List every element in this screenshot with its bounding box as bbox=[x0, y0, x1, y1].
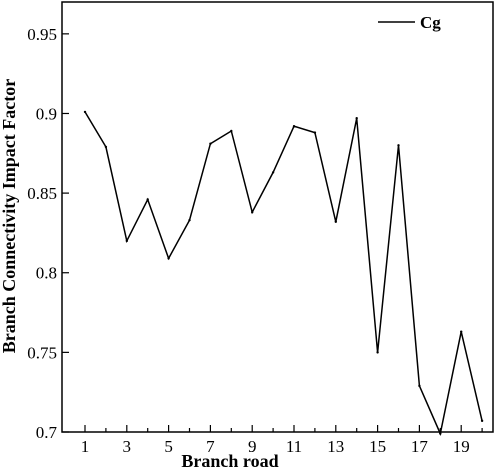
data-point bbox=[188, 218, 191, 222]
data-point bbox=[460, 330, 463, 333]
data-point bbox=[146, 198, 149, 201]
y-tick-label: 0.9 bbox=[36, 104, 57, 123]
x-tick-label: 15 bbox=[369, 437, 386, 456]
data-point bbox=[376, 351, 379, 354]
data-point bbox=[439, 432, 442, 435]
series-line-cg bbox=[84, 111, 483, 437]
y-axis-title: Branch Connectivity Impact Factor bbox=[0, 79, 19, 353]
series-layer bbox=[83, 110, 484, 437]
y-tick-label: 0.7 bbox=[36, 423, 58, 442]
data-point bbox=[125, 239, 128, 243]
x-tick-label: 1 bbox=[81, 437, 90, 456]
data-point bbox=[334, 220, 337, 223]
legend: Cg bbox=[378, 13, 441, 32]
plot-frame bbox=[61, 1, 494, 433]
x-tick-label: 3 bbox=[123, 437, 132, 456]
data-point bbox=[418, 384, 421, 388]
data-point bbox=[209, 142, 212, 145]
x-tick-label: 5 bbox=[164, 437, 173, 456]
y-axis-ticks: 0.7 0.75 0.8 0.85 0.9 0.95 bbox=[27, 25, 69, 442]
x-axis-ticks: 1 3 5 7 9 11 13 15 17 19 bbox=[81, 425, 483, 456]
data-point bbox=[292, 125, 296, 128]
x-axis-title: Branch road bbox=[181, 451, 278, 470]
y-tick-label: 0.85 bbox=[27, 184, 57, 203]
data-point bbox=[167, 257, 170, 260]
x-tick-label: 17 bbox=[411, 437, 429, 456]
legend-label-cg: Cg bbox=[420, 13, 441, 32]
y-tick-label: 0.95 bbox=[27, 25, 57, 44]
data-point bbox=[230, 129, 233, 133]
data-point bbox=[313, 131, 317, 134]
data-point bbox=[480, 419, 484, 423]
data-point bbox=[271, 171, 275, 174]
data-point bbox=[104, 145, 108, 149]
x-tick-label: 9 bbox=[248, 437, 257, 456]
x-tick-label: 13 bbox=[327, 437, 344, 456]
x-tick-label: 11 bbox=[286, 437, 302, 456]
data-point bbox=[355, 117, 358, 120]
data-point bbox=[251, 211, 254, 214]
data-point bbox=[83, 110, 87, 114]
x-tick-label: 19 bbox=[453, 437, 470, 456]
y-tick-label: 0.75 bbox=[27, 343, 57, 362]
x-tick-label: 7 bbox=[206, 437, 215, 456]
y-tick-label: 0.8 bbox=[36, 264, 57, 283]
data-point bbox=[397, 144, 400, 147]
